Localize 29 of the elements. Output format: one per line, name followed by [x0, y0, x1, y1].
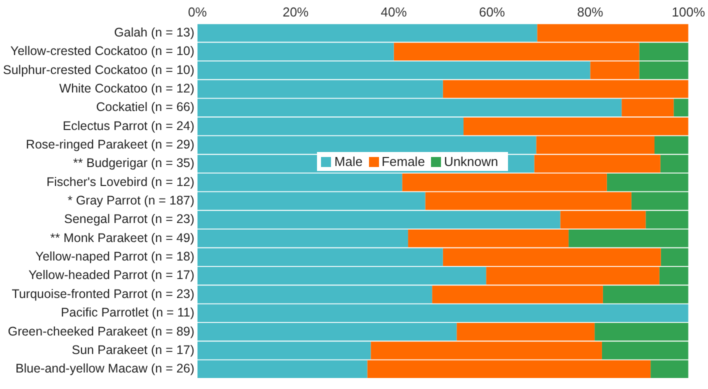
y-tick-label: Fischer's Lovebird (n = 12): [46, 174, 194, 189]
y-tick-label: Blue-and-yellow Macaw (n = 26): [16, 362, 194, 376]
y-tick-label: Rose-ringed Parakeet (n = 29): [26, 137, 194, 152]
y-tick-label: Yellow-headed Parrot (n = 17): [28, 268, 194, 282]
x-tick-label: 80%: [577, 4, 604, 20]
y-tick-label: ** Budgerigar (n = 35): [73, 156, 194, 170]
x-tick-label: 0%: [188, 4, 208, 20]
y-tick-label: White Cockatoo (n = 12): [59, 81, 194, 96]
x-tick-label: 60%: [478, 4, 506, 20]
y-tick-label: Sun Parakeet (n = 17): [72, 342, 194, 357]
x-tick-label: 20%: [282, 4, 310, 20]
legend-label: Female: [380, 154, 425, 169]
y-tick-label: Senegal Parrot (n = 23): [64, 212, 194, 226]
y-tick-label: Green-cheeked Parakeet (n = 89): [8, 324, 194, 338]
legend-label: Male: [333, 154, 363, 169]
legend-label: Unknown: [442, 154, 498, 169]
y-tick-label: Cockatiel (n = 66): [96, 100, 194, 114]
x-tick-label: 100%: [672, 4, 706, 20]
bar: [674, 98, 688, 117]
y-tick-label: Sulphur-crested Cockatoo (n = 10): [2, 62, 194, 77]
y-tick-label: Eclectus Parrot (n = 24): [62, 118, 194, 133]
y-tick-label: Yellow-naped Parrot (n = 18): [35, 250, 194, 264]
y-tick-label: Yellow-crested Cockatoo (n = 10): [10, 44, 194, 58]
y-tick-label: Galah (n = 13): [114, 25, 194, 40]
x-tick-label: 40%: [380, 4, 408, 20]
y-tick-label: ** Monk Parakeet (n = 49): [50, 230, 194, 245]
y-tick-label: * Gray Parrot (n = 187): [68, 194, 194, 208]
y-tick-label: Turquoise-fronted Parrot (n = 23): [12, 286, 194, 301]
y-tick-label: Pacific Parrotlet (n = 11): [60, 306, 194, 320]
